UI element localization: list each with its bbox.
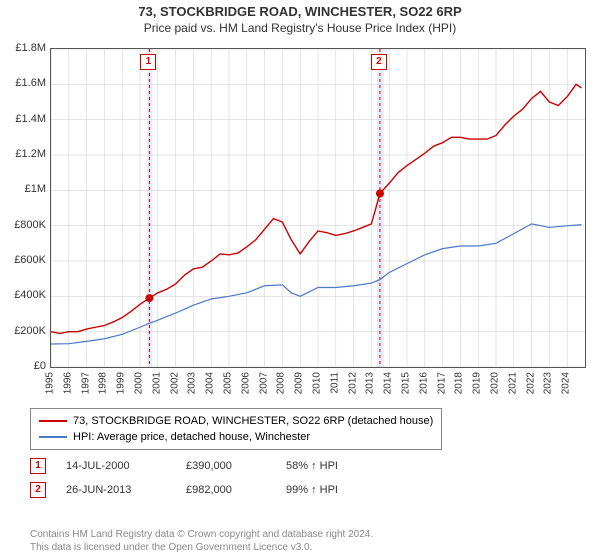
legend-swatch — [39, 436, 67, 438]
legend-label: 73, STOCKBRIDGE ROAD, WINCHESTER, SO22 6… — [73, 415, 433, 427]
x-tick-label: 2007 — [258, 372, 269, 394]
x-tick-label: 2016 — [418, 372, 429, 394]
x-tick-label: 2017 — [436, 372, 447, 394]
sale-delta: 58% ↑ HPI — [286, 460, 338, 472]
legend-label: HPI: Average price, detached house, Winc… — [73, 431, 310, 443]
sale-delta: 99% ↑ HPI — [286, 484, 338, 496]
x-tick-label: 2019 — [472, 372, 483, 394]
chart-subtitle: Price paid vs. HM Land Registry's House … — [0, 21, 600, 35]
sale-row: 1 14-JUL-2000 £390,000 58% ↑ HPI — [30, 458, 338, 474]
y-tick-label: £1M — [0, 183, 46, 195]
x-tick-label: 2004 — [205, 372, 216, 394]
x-tick-label: 2015 — [401, 372, 412, 394]
y-tick-label: £800K — [0, 219, 46, 231]
x-tick-label: 2011 — [329, 372, 340, 394]
sale-marker-icon: 1 — [30, 458, 46, 474]
x-tick-label: 2013 — [365, 372, 376, 394]
legend-item: HPI: Average price, detached house, Winc… — [39, 429, 433, 445]
legend-swatch — [39, 420, 67, 422]
sale-date: 14-JUL-2000 — [66, 460, 166, 472]
x-tick-label: 1997 — [80, 372, 91, 394]
legend-item: 73, STOCKBRIDGE ROAD, WINCHESTER, SO22 6… — [39, 413, 433, 429]
x-tick-label: 2023 — [543, 372, 554, 394]
x-tick-label: 2014 — [383, 372, 394, 394]
x-tick-label: 2005 — [223, 372, 234, 394]
legend: 73, STOCKBRIDGE ROAD, WINCHESTER, SO22 6… — [30, 408, 442, 450]
plot-svg — [51, 49, 585, 367]
chart-container: 73, STOCKBRIDGE ROAD, WINCHESTER, SO22 6… — [0, 0, 600, 560]
y-tick-label: £1.8M — [0, 42, 46, 54]
x-tick-label: 2020 — [490, 372, 501, 394]
x-tick-label: 2018 — [454, 372, 465, 394]
x-tick-label: 2009 — [294, 372, 305, 394]
chart-title: 73, STOCKBRIDGE ROAD, WINCHESTER, SO22 6… — [0, 4, 600, 19]
x-tick-label: 1998 — [98, 372, 109, 394]
sale-price: £390,000 — [186, 460, 266, 472]
y-tick-label: £200K — [0, 325, 46, 337]
x-tick-label: 2012 — [347, 372, 358, 394]
x-tick-label: 1996 — [62, 372, 73, 394]
sale-price: £982,000 — [186, 484, 266, 496]
x-tick-label: 2024 — [561, 372, 572, 394]
y-tick-label: £1.4M — [0, 113, 46, 125]
y-tick-label: £1.6M — [0, 77, 46, 89]
x-tick-label: 2021 — [507, 372, 518, 394]
plot-area — [50, 48, 586, 368]
sale-date: 26-JUN-2013 — [66, 484, 166, 496]
x-tick-label: 1999 — [116, 372, 127, 394]
footer-line: Contains HM Land Registry data © Crown c… — [30, 528, 373, 541]
footer: Contains HM Land Registry data © Crown c… — [30, 528, 373, 554]
x-tick-label: 2010 — [312, 372, 323, 394]
y-tick-label: £1.2M — [0, 148, 46, 160]
x-tick-label: 2006 — [240, 372, 251, 394]
x-tick-label: 2008 — [276, 372, 287, 394]
y-tick-label: £600K — [0, 254, 46, 266]
x-tick-label: 1995 — [45, 372, 56, 394]
x-tick-label: 2002 — [169, 372, 180, 394]
sale-marker-top: 2 — [371, 54, 387, 70]
y-tick-label: £0 — [0, 360, 46, 372]
sale-marker-top: 1 — [140, 54, 156, 70]
x-tick-label: 2022 — [525, 372, 536, 394]
footer-line: This data is licensed under the Open Gov… — [30, 541, 373, 554]
x-tick-label: 2000 — [134, 372, 145, 394]
sale-marker-icon: 2 — [30, 482, 46, 498]
titles: 73, STOCKBRIDGE ROAD, WINCHESTER, SO22 6… — [0, 0, 600, 35]
x-tick-label: 2001 — [151, 372, 162, 394]
sale-row: 2 26-JUN-2013 £982,000 99% ↑ HPI — [30, 482, 338, 498]
y-tick-label: £400K — [0, 289, 46, 301]
x-tick-label: 2003 — [187, 372, 198, 394]
